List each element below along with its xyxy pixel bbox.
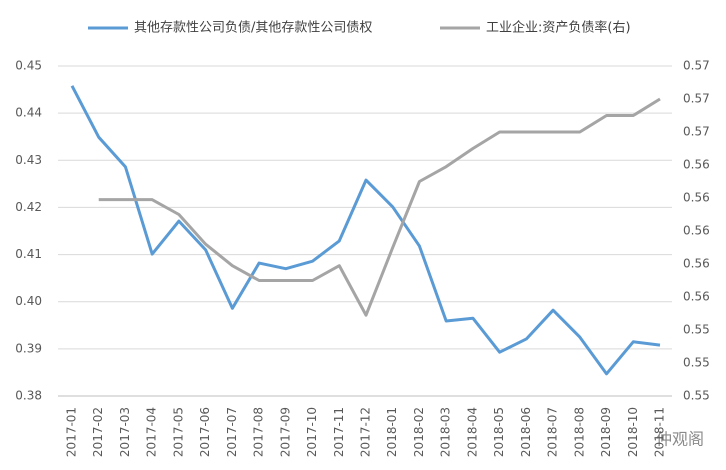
- y2-tick-label: 0.57: [683, 59, 710, 73]
- x-tick-label: 2018-03: [439, 407, 453, 457]
- x-tick-label: 2018-02: [412, 407, 426, 457]
- y2-tick-label: 0.55: [683, 323, 710, 337]
- y-tick-label: 0.41: [15, 247, 42, 261]
- x-tick-label: 2017-10: [305, 407, 319, 457]
- x-tick-label: 2018-09: [599, 407, 613, 457]
- y2-tick-label: 0.56: [683, 290, 710, 304]
- y2-tick-label: 0.55: [683, 356, 710, 370]
- x-tick-label: 2018-10: [626, 407, 640, 457]
- y-tick-label: 0.44: [15, 106, 42, 120]
- y2-tick-label: 0.57: [683, 92, 710, 106]
- x-tick-label: 2017-09: [278, 407, 292, 457]
- legend-label: 工业企业:资产负债率(右): [486, 20, 631, 36]
- y-tick-label: 0.40: [15, 294, 42, 308]
- y2-tick-label: 0.56: [683, 224, 710, 238]
- x-tick-label: 2017-07: [225, 407, 239, 457]
- x-tick-label: 2017-03: [118, 407, 132, 457]
- x-tick-label: 2017-08: [252, 407, 266, 457]
- y-tick-label: 0.43: [15, 153, 42, 167]
- x-tick-label: 2017-02: [91, 407, 105, 457]
- y2-tick-label: 0.56: [683, 158, 710, 172]
- x-tick-label: 2018-07: [546, 407, 560, 457]
- x-tick-label: 2018-05: [492, 407, 506, 457]
- x-tick-label: 2017-01: [65, 407, 79, 457]
- y-tick-label: 0.42: [15, 200, 42, 214]
- x-tick-label: 2017-12: [359, 407, 373, 457]
- x-tick-label: 2018-08: [572, 407, 586, 457]
- x-tick-label: 2017-05: [171, 407, 185, 457]
- x-tick-label: 2018-11: [653, 407, 667, 457]
- y2-tick-label: 0.55: [683, 389, 710, 403]
- x-tick-label: 2017-04: [145, 407, 159, 457]
- x-tick-label: 2017-06: [198, 407, 212, 457]
- y-tick-label: 0.45: [15, 59, 42, 73]
- y2-tick-label: 0.57: [683, 125, 710, 139]
- series-line: [70, 85, 661, 376]
- x-tick-label: 2017-11: [332, 407, 346, 457]
- x-tick-label: 2018-04: [465, 407, 479, 457]
- legend-label: 其他存款性公司负债/其他存款性公司债权: [134, 20, 372, 36]
- x-tick-label: 2018-01: [385, 407, 399, 457]
- y2-tick-label: 0.56: [683, 257, 710, 271]
- watermark: 仲观阁: [656, 430, 704, 449]
- x-tick-label: 2018-06: [519, 407, 533, 457]
- y2-tick-label: 0.56: [683, 191, 710, 205]
- series-line: [98, 97, 661, 317]
- y-tick-label: 0.39: [15, 341, 42, 355]
- y-tick-label: 0.38: [15, 389, 42, 403]
